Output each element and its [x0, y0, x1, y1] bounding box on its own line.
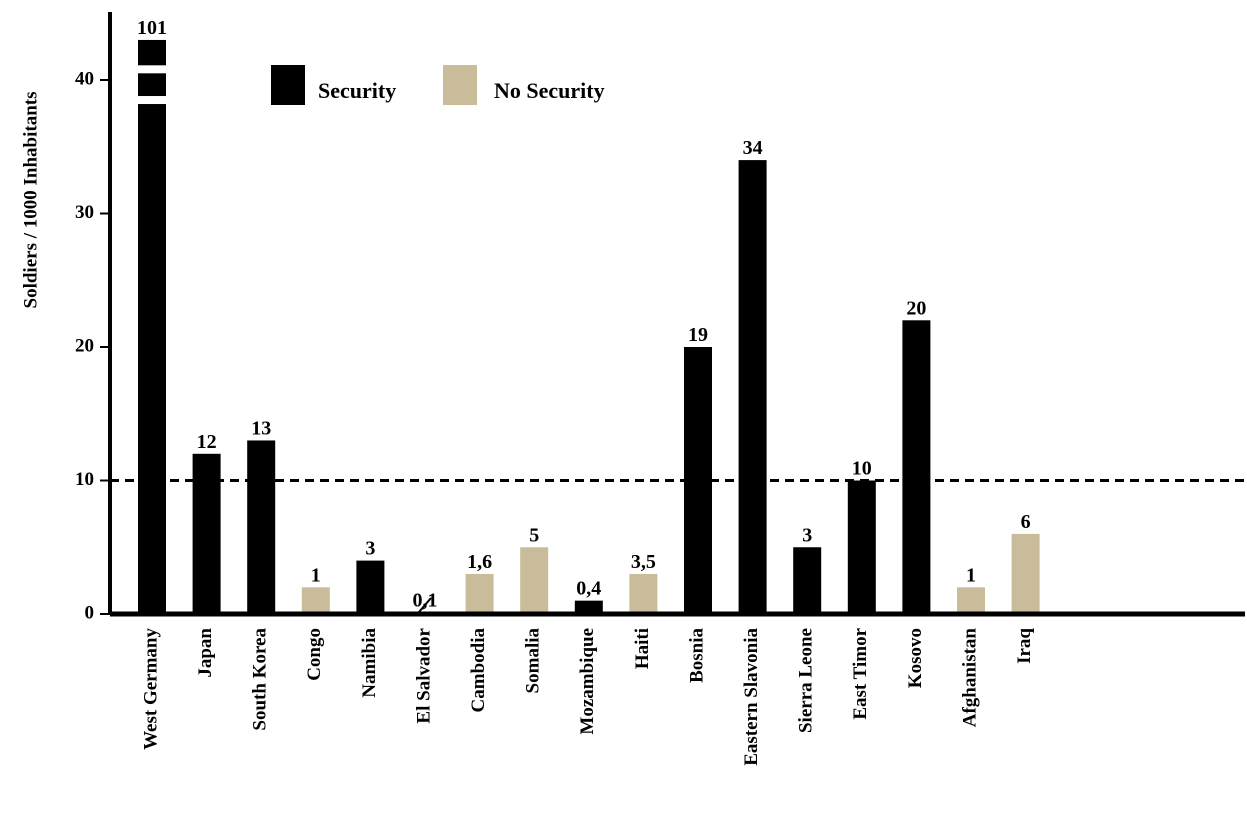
value-label: 5: [529, 524, 539, 546]
bar-mozambique: [574, 600, 603, 614]
x-tick-label: Namibia: [359, 628, 380, 698]
x-tick-label: West Germany: [140, 628, 161, 750]
value-label: 20: [906, 297, 926, 319]
bar-iraq: [1011, 533, 1040, 614]
bar-el-salvador-marker: [418, 597, 432, 613]
axis-break-mark: [136, 96, 168, 105]
value-label: 3: [802, 524, 812, 546]
value-label: 10: [852, 458, 872, 480]
x-tick-label: Somalia: [523, 628, 544, 694]
x-tick-label: Mozambique: [577, 628, 598, 735]
y-tick-label: 20: [75, 335, 94, 356]
x-tick-label: Afghanistan: [959, 628, 980, 728]
x-tick-label: East Timor: [850, 627, 871, 719]
bar-kosovo: [902, 320, 931, 614]
x-tick-label: South Korea: [250, 628, 271, 731]
value-label: 19: [688, 324, 708, 346]
value-label: 34: [743, 137, 763, 159]
x-tick-label: El Salvador: [413, 627, 434, 723]
y-tick-label: 40: [75, 68, 94, 89]
x-tick-label: Kosovo: [905, 628, 926, 688]
category-labels: West Germany Japan South Korea Congo Namibia…: [140, 627, 1035, 765]
x-tick-label: Iraq: [1014, 628, 1035, 664]
bar-eastern-slavonia: [738, 160, 767, 614]
value-label: 12: [197, 431, 217, 453]
y-tick-label: 0: [85, 602, 95, 623]
bars: [136, 39, 1040, 614]
bar-afghanistan: [957, 587, 985, 614]
x-tick-label: Cambodia: [468, 628, 489, 713]
axis-break-mark: [136, 65, 168, 74]
bar-namibia: [356, 560, 385, 614]
bar-west-germany: [138, 39, 166, 614]
legend-label-no-security: No Security: [494, 78, 605, 103]
bar-haiti: [629, 573, 658, 614]
legend-swatch-security: [271, 65, 305, 105]
y-axis-ticks: 0 10 20 30 40: [75, 68, 110, 623]
y-axis-title: Soldiers / 1000 Inhabitants: [20, 92, 41, 309]
value-label: 13: [251, 417, 271, 439]
value-label: 1: [966, 564, 976, 586]
value-label: 6: [1021, 511, 1031, 533]
bar-east-timor: [847, 480, 876, 614]
x-tick-label: Bosnia: [686, 628, 707, 683]
value-label: 1: [311, 564, 321, 586]
bar-japan: [192, 453, 221, 614]
value-label: 101: [137, 17, 167, 39]
x-tick-label: Congo: [304, 628, 325, 681]
bar-sierra-leone: [793, 547, 822, 614]
bar-bosnia: [684, 347, 712, 614]
legend-label-security: Security: [318, 78, 396, 103]
x-tick-label: Sierra Leone: [796, 628, 817, 733]
x-tick-label: Japan: [195, 628, 216, 678]
y-tick-label: 10: [75, 469, 94, 490]
value-label: 3: [365, 538, 375, 560]
bar-somalia: [520, 547, 549, 614]
x-tick-label: Eastern Slavonia: [741, 628, 762, 766]
value-label: 3,5: [631, 551, 656, 573]
y-tick-label: 30: [75, 202, 94, 223]
legend-swatch-no-security: [443, 65, 477, 105]
value-label: 1,6: [467, 551, 492, 573]
value-label: 0,1: [413, 590, 438, 612]
legend: Security No Security: [271, 65, 605, 105]
x-tick-label: Haiti: [632, 628, 653, 669]
value-label: 0,4: [576, 578, 601, 600]
bar-congo: [301, 587, 330, 614]
bar-south-korea: [247, 440, 276, 614]
bar-cambodia: [465, 573, 494, 614]
